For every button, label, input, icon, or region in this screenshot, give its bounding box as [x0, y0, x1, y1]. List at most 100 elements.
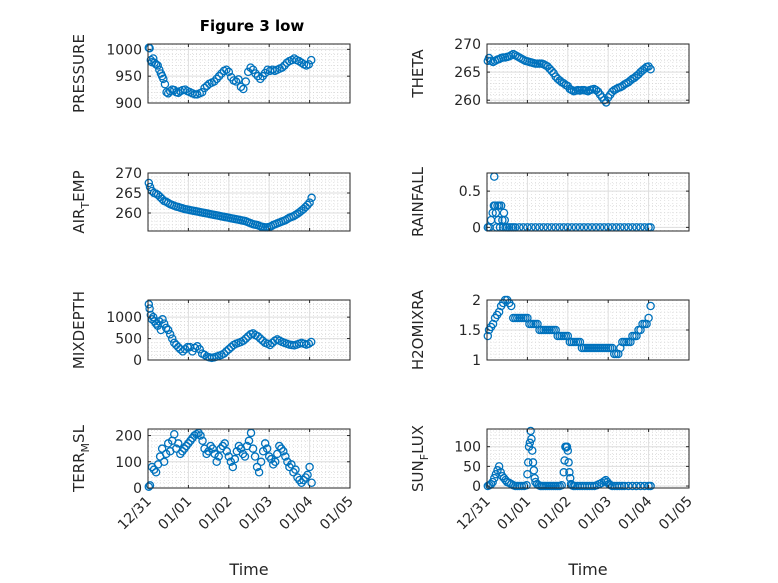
data-point — [265, 340, 275, 350]
x-tick-label: 01/02 — [196, 494, 236, 534]
data-point — [256, 74, 265, 84]
data-point — [646, 65, 655, 74]
data-point — [256, 334, 265, 343]
data-point — [483, 331, 493, 341]
data-point — [210, 77, 219, 86]
data-point — [279, 447, 288, 456]
data-point — [280, 61, 289, 70]
data-point — [160, 79, 170, 89]
data-point — [238, 449, 248, 459]
data-point — [599, 477, 609, 486]
data-point — [246, 63, 255, 72]
data-point — [275, 441, 284, 451]
subplot-4: 0 0.5 RAINFALL — [409, 166, 690, 237]
data-point — [230, 454, 240, 464]
y-axis-label: H2OMIXRA — [409, 289, 427, 370]
y-axis-label: THETA — [409, 49, 427, 99]
data-point — [144, 178, 154, 188]
axes-box — [147, 428, 351, 489]
data-point — [222, 65, 231, 74]
y-tick-label: 265 — [115, 186, 142, 202]
data-point — [153, 61, 162, 70]
data-point — [253, 71, 263, 81]
data-point — [174, 439, 183, 448]
data-point — [236, 82, 246, 92]
data-point — [241, 77, 251, 86]
y-tick-label: 270 — [115, 166, 142, 182]
data-point — [144, 482, 154, 491]
data-point — [145, 481, 155, 490]
data-point — [220, 439, 230, 448]
data-point — [494, 462, 504, 471]
data-point — [303, 200, 312, 210]
data-point — [212, 74, 221, 84]
data-point — [239, 84, 248, 94]
axes-box — [147, 172, 351, 232]
data-point — [190, 343, 200, 353]
data-point — [228, 462, 238, 472]
data-point — [628, 481, 637, 491]
data-point — [522, 480, 531, 490]
x-tick-label: 01/02 — [535, 494, 575, 534]
plot-area — [148, 429, 350, 488]
data-point — [620, 481, 629, 491]
x-tick-label: 01/03 — [236, 494, 276, 534]
y-tick-label: 1.5 — [459, 323, 481, 339]
data-point — [159, 74, 168, 84]
y-axis-label: MIXDEPTH — [70, 291, 88, 369]
data-point — [208, 444, 217, 453]
y-tick-label: 100 — [454, 440, 481, 456]
data-point — [214, 452, 223, 461]
data-point — [306, 337, 316, 347]
data-point — [180, 345, 190, 354]
data-point — [180, 444, 189, 453]
data-point — [496, 201, 506, 210]
data-point — [517, 481, 526, 491]
y-tick-label: 1 — [472, 353, 481, 369]
data-point — [206, 441, 215, 451]
data-point — [260, 439, 270, 448]
data-point — [219, 349, 229, 358]
data-point — [277, 444, 286, 453]
subplot-5: 0 500 1000 MIXDEPTH — [70, 291, 351, 369]
data-point — [178, 447, 187, 456]
axes-box — [486, 172, 690, 232]
axes-box — [486, 43, 690, 104]
y-tick-label: 0 — [133, 353, 142, 369]
data-point — [161, 323, 171, 333]
data-point — [222, 347, 231, 356]
data-point — [163, 325, 173, 335]
y-axis-label: PRESSURE — [70, 34, 88, 113]
data-point — [264, 452, 274, 461]
data-point — [151, 468, 161, 477]
data-point — [547, 66, 556, 76]
data-point — [529, 466, 539, 475]
data-point — [636, 481, 645, 491]
y-tick-label: 0 — [472, 479, 481, 495]
data-point — [192, 429, 201, 439]
y-tick-label: 0 — [133, 481, 142, 497]
subplot-8: 0 50 100 SUNFLUX 12/31 01/01 01/02 01/03 01/04 01… — [409, 425, 696, 579]
data-point — [248, 444, 258, 453]
data-point — [528, 458, 538, 467]
x-tick-label: 01/05 — [656, 494, 696, 534]
plot-area — [487, 173, 689, 231]
data-point — [268, 460, 278, 469]
data-point — [304, 60, 314, 69]
data-point — [176, 449, 185, 459]
data-point — [287, 460, 296, 469]
x-tick-label: 01/03 — [575, 494, 615, 534]
y-tick-label: 0.5 — [459, 184, 481, 200]
data-point — [254, 468, 264, 477]
y-tick-label: 260 — [454, 93, 481, 109]
data-point — [506, 301, 516, 311]
data-point — [165, 330, 175, 339]
data-point — [523, 458, 533, 467]
subplot-1: 900 950 1000 PRESSURE — [70, 34, 351, 113]
data-point — [277, 63, 287, 72]
data-point — [560, 456, 569, 465]
data-point — [186, 436, 195, 446]
data-point — [212, 457, 221, 467]
subplot-3: 260 265 270 AIRTEMP — [70, 166, 351, 234]
